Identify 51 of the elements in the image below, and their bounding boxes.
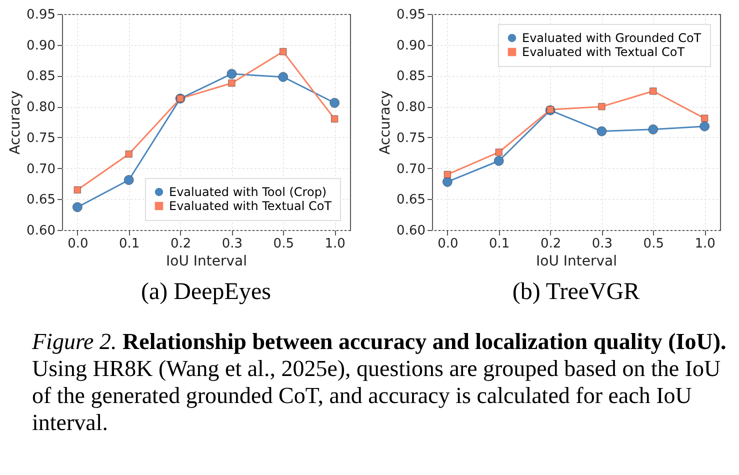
y-tick-label: 0.70 — [396, 162, 425, 177]
legend-label: Evaluated with Textual CoT — [522, 45, 685, 59]
y-tick-label: 0.60 — [26, 224, 56, 238]
point — [72, 202, 82, 212]
y-tick-label: 0.75 — [26, 130, 56, 146]
x-axis-title: IoU Interval — [166, 254, 248, 270]
y-tick-label: 0.85 — [26, 69, 56, 84]
y-tick-label: 0.80 — [396, 100, 425, 116]
x-tick-label: 1.0 — [694, 236, 715, 252]
y-axis-title: Accuracy — [8, 90, 24, 154]
caption: Figure 2. — [32, 329, 117, 354]
text: (b) TreeVGR — [512, 279, 640, 305]
y-tick-label: 0.80 — [26, 100, 56, 116]
x-tick-label: 0.2 — [170, 236, 192, 252]
x-tick-label: 0.5 — [273, 236, 294, 252]
legend-label: Evaluated with Grounded CoT — [522, 31, 702, 45]
x-tick-label: 0.3 — [222, 236, 243, 252]
y-tick-label: 0.70 — [26, 162, 56, 177]
text: (a) DeepEyes — [141, 279, 271, 305]
point — [442, 176, 452, 187]
point — [493, 156, 504, 166]
legend-label: Evaluated with Tool (Crop) — [169, 185, 327, 199]
point — [596, 126, 606, 136]
y-tick-label: 0.75 — [396, 130, 425, 146]
text: Using HR8K (Wang et al., 2025e), questions are grouped based on the IoU of the generated grounded CoT, and accuracy is calculated for each IoU interval. — [32, 356, 721, 435]
y-tick-label: 0.90 — [396, 38, 425, 54]
point — [648, 124, 658, 134]
y-axis-title: Accuracy — [377, 90, 394, 154]
x-axis-title: IoU Interval — [535, 254, 617, 270]
x-tick-label: 0.1 — [488, 236, 510, 252]
y-tick-label: 0.95 — [26, 8, 56, 22]
y-tick-label: 0.65 — [396, 192, 425, 208]
point — [278, 72, 288, 82]
x-tick-label: 0.0 — [437, 236, 458, 252]
legend-label: Evaluated with Textual CoT — [169, 199, 332, 213]
x-tick-label: 0.1 — [119, 236, 140, 252]
point — [124, 175, 134, 185]
x-tick-label: 1.0 — [324, 236, 346, 252]
y-tick-label: 0.65 — [26, 192, 56, 208]
x-tick-label: 0.5 — [642, 236, 664, 252]
x-tick-label: 0.2 — [540, 236, 561, 252]
text: Relationship between accuracy and localization quality (IoU). — [122, 329, 726, 354]
y-tick-label: 0.85 — [396, 69, 425, 84]
y-tick-label: 0.95 — [396, 8, 425, 22]
point — [226, 68, 237, 79]
point — [699, 121, 709, 132]
y-tick-label: 0.60 — [396, 224, 425, 238]
point — [330, 98, 340, 108]
y-tick-label: 0.90 — [26, 38, 56, 54]
x-tick-label: 0.3 — [591, 236, 612, 252]
x-tick-label: 0.0 — [68, 236, 88, 252]
